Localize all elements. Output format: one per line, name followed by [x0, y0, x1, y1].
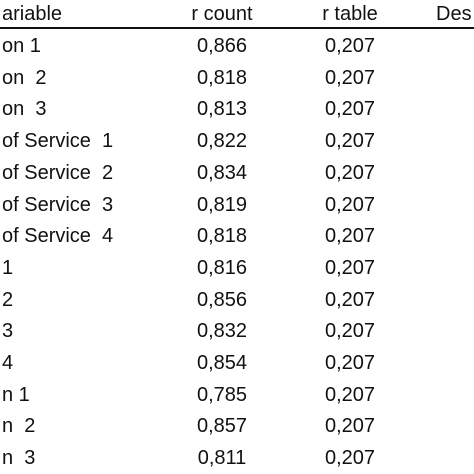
value-cell: 0,866	[196, 35, 248, 57]
value-cell: 0,818	[196, 225, 248, 248]
value-cell: 0,207	[324, 130, 376, 153]
value-cell: 0,832	[196, 320, 248, 343]
value-cell: 0,207	[324, 35, 376, 57]
value-cell: 0,813	[196, 98, 248, 121]
value-cell: 0,822	[196, 130, 248, 153]
variable-cell: n 2	[2, 415, 36, 438]
value-cell: 0,854	[196, 352, 248, 374]
value-cell: 0,207	[324, 66, 376, 89]
variable-cell: on 2	[2, 66, 47, 89]
variable-cell: of Service 4	[2, 225, 114, 248]
value-cell: 0,207	[324, 320, 376, 343]
variable-cell: on 3	[2, 98, 47, 121]
value-cell: 0,816	[196, 256, 248, 279]
value-cell: 0,207	[324, 383, 376, 406]
header-rule	[0, 27, 474, 29]
value-cell: 0,834	[196, 161, 248, 184]
value-cell: 0,207	[324, 193, 376, 216]
variable-cell: n 3	[2, 447, 36, 470]
variable-cell: 2	[2, 288, 14, 311]
value-cell: 0,207	[324, 352, 376, 374]
value-cell: 0,207	[324, 98, 376, 121]
variable-cell: of Service 2	[2, 161, 114, 184]
value-cell: 0,207	[324, 288, 376, 311]
variable-cell: n 1	[2, 383, 30, 406]
value-cell: 0,785	[196, 383, 248, 406]
value-cell: 0,819	[196, 193, 248, 216]
variable-cell: 1	[2, 256, 14, 279]
variable-cell: on 1	[2, 35, 41, 57]
value-cell: 0,207	[324, 225, 376, 248]
variable-cell: 3	[2, 320, 14, 343]
variable-cell: of Service 1	[2, 130, 114, 153]
variable-cell: of Service 3	[2, 193, 114, 216]
value-cell: 0,856	[196, 288, 248, 311]
column-header: ariable	[2, 3, 63, 25]
value-cell: 0,207	[324, 256, 376, 279]
value-cell: 0,207	[324, 415, 376, 438]
column-header: Des	[436, 3, 472, 25]
value-cell: 0,207	[324, 161, 376, 184]
variable-cell: 4	[2, 352, 14, 374]
value-cell: 0,207	[324, 447, 376, 470]
value-cell: 0,857	[196, 415, 248, 438]
value-cell: 0,811	[197, 447, 247, 470]
column-header: r count	[191, 3, 253, 25]
column-header: r table	[322, 3, 378, 25]
value-cell: 0,818	[196, 66, 248, 89]
